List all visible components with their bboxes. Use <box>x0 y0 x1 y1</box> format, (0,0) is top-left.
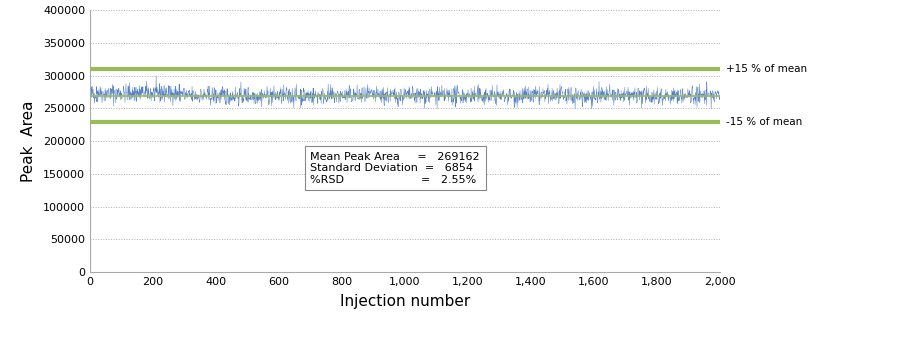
Text: Mean Peak Area     =   269162
Standard Deviation  =   6854
%RSD                 : Mean Peak Area = 269162 Standard Deviati… <box>310 152 480 185</box>
X-axis label: Injection number: Injection number <box>340 294 470 309</box>
Y-axis label: Peak  Area: Peak Area <box>21 100 36 182</box>
Text: +15 % of mean: +15 % of mean <box>726 64 807 74</box>
Text: -15 % of mean: -15 % of mean <box>726 117 803 127</box>
